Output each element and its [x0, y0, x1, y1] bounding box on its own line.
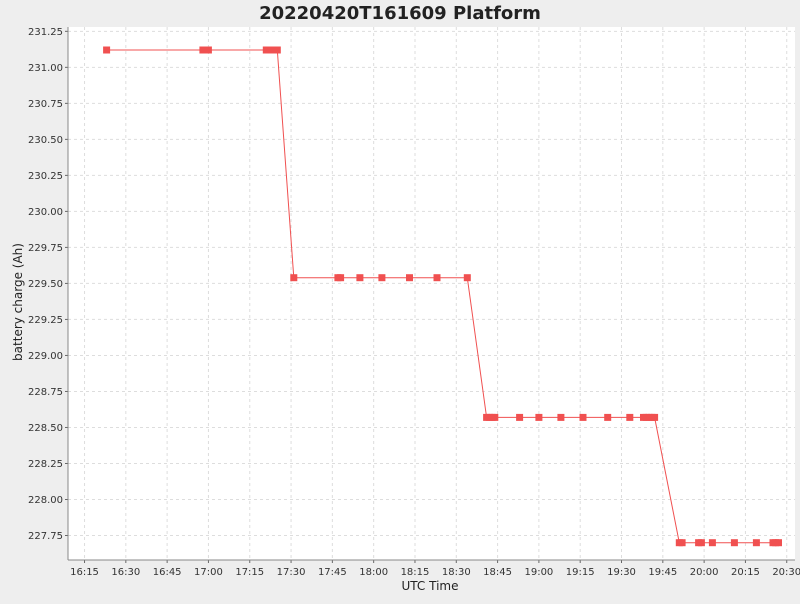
plot-area	[68, 27, 795, 560]
x-tick-label: 16:45	[153, 567, 182, 578]
x-tick-label: 16:15	[70, 567, 99, 578]
series-layer	[103, 46, 782, 547]
y-tick-label: 228.75	[28, 387, 63, 398]
x-tick-label: 20:15	[731, 567, 760, 578]
data-point	[262, 46, 270, 54]
y-tick-label: 229.75	[28, 243, 63, 254]
y-tick-label: 229.00	[28, 351, 63, 362]
y-tick-label: 231.25	[28, 27, 63, 38]
data-point	[604, 413, 612, 421]
axes: 16:15 16:30 16:45 17:00 17:15 17:30 17:45 18:00…	[28, 27, 800, 578]
x-tick-label: 16:30	[111, 567, 140, 578]
data-point	[290, 274, 298, 282]
y-tick-label: 228.50	[28, 423, 63, 434]
data-point	[752, 539, 760, 547]
x-tick-label: 19:30	[607, 567, 636, 578]
y-tick-label: 230.00	[28, 207, 63, 218]
x-tick-label: 17:45	[318, 567, 347, 578]
grid	[68, 27, 795, 560]
data-point	[579, 413, 587, 421]
x-tick-label: 20:30	[772, 567, 800, 578]
x-tick-label: 17:30	[277, 567, 306, 578]
y-tick-label: 230.50	[28, 135, 63, 146]
data-point	[730, 539, 738, 547]
data-point	[626, 413, 634, 421]
x-tick-label: 19:15	[566, 567, 595, 578]
x-tick-label: 17:15	[235, 567, 264, 578]
y-tick-label: 228.25	[28, 459, 63, 470]
data-point	[708, 539, 716, 547]
data-point	[678, 539, 686, 547]
x-tick-label: 20:00	[690, 567, 719, 578]
data-point	[775, 539, 782, 547]
data-point	[516, 413, 524, 421]
y-tick-label: 230.25	[28, 171, 63, 182]
x-tick-label: 19:45	[648, 567, 677, 578]
y-axis-label: battery charge (Ah)	[11, 243, 25, 361]
data-point	[273, 46, 281, 54]
x-tick-label: 18:45	[483, 567, 512, 578]
x-tick-label: 19:00	[524, 567, 553, 578]
chart-title: 20220420T161609 Platform	[259, 3, 541, 24]
data-point	[557, 413, 565, 421]
y-tick-label: 228.00	[28, 495, 63, 506]
y-tick-label: 231.00	[28, 63, 63, 74]
y-tick-label: 229.50	[28, 279, 63, 290]
data-point	[651, 413, 659, 421]
x-tick-label: 17:00	[194, 567, 223, 578]
y-tick-label: 229.25	[28, 315, 63, 326]
data-point	[463, 274, 471, 282]
data-point	[535, 413, 543, 421]
data-point	[697, 539, 705, 547]
data-point	[103, 46, 111, 54]
x-tick-label: 18:15	[401, 567, 430, 578]
data-point	[491, 413, 499, 421]
data-point	[356, 274, 364, 282]
x-tick-label: 18:30	[442, 567, 471, 578]
data-point	[433, 274, 441, 282]
y-tick-label: 227.75	[28, 531, 63, 542]
data-point	[337, 274, 345, 282]
data-point	[204, 46, 212, 54]
data-point	[378, 274, 386, 282]
y-tick-label: 230.75	[28, 99, 63, 110]
data-point	[406, 274, 413, 282]
data-point	[199, 46, 207, 54]
x-axis-label: UTC Time	[402, 579, 459, 593]
x-tick-label: 18:00	[359, 567, 388, 578]
